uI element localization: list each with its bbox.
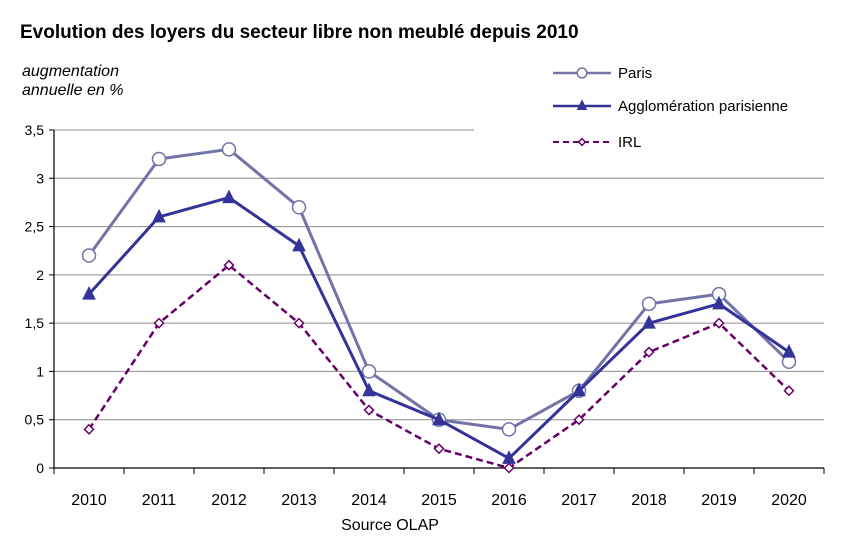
x-tick-label: 2015: [421, 492, 457, 509]
x-tick-label: 2018: [631, 492, 667, 509]
legend-swatch-marker: [576, 99, 588, 110]
data-point: [641, 296, 657, 312]
data-point: [153, 317, 165, 329]
x-tick-label: 2012: [211, 492, 247, 509]
data-point: [643, 346, 655, 358]
data-point: [783, 385, 795, 397]
data-point: [642, 315, 656, 329]
series-triangle: [82, 189, 796, 464]
x-tick-labels: 2010 2011 2012 2013 2014 2015 2016 2017 2018 2019…: [71, 492, 807, 509]
x-tick-label: 2016: [491, 492, 527, 509]
data-point: [502, 450, 516, 464]
y-axis-label-line1: augmentation: [22, 63, 119, 80]
data-point: [223, 259, 235, 271]
y-tick-label: 1: [36, 363, 44, 379]
x-tick-label: 2013: [281, 492, 317, 509]
data-point: [222, 189, 236, 204]
legend-swatch-marker: [577, 137, 587, 147]
data-point: [81, 248, 97, 263]
data-point: [573, 414, 585, 426]
data-point: [433, 443, 445, 455]
y-tick-label: 1,5: [25, 315, 45, 331]
data-point: [363, 404, 375, 416]
data-point: [432, 411, 446, 426]
series-group: [81, 142, 797, 474]
legend-entry: IRL: [553, 134, 641, 151]
data-point: [293, 317, 305, 329]
data-point: [713, 317, 725, 329]
x-tick-label: 2010: [71, 492, 107, 509]
y-tick-labels: 0 0,5 1 1,5 2 2,5 3 3,5: [25, 122, 45, 476]
series-circle: [81, 142, 797, 437]
data-point: [151, 151, 167, 167]
series-line: [87, 263, 790, 470]
legend-label: Agglomération parisienne: [618, 98, 788, 115]
legend-label: Paris: [618, 65, 652, 82]
data-point: [83, 423, 95, 435]
chart-title: Evolution des loyers du secteur libre no…: [20, 22, 579, 43]
data-point: [292, 237, 306, 252]
y-tick-label: 3,5: [25, 122, 45, 138]
data-point: [782, 343, 796, 358]
series-line: [87, 147, 791, 431]
source-note: Source OLAP: [341, 517, 439, 534]
y-tick-label: 3: [36, 170, 44, 186]
data-point: [501, 422, 517, 437]
y-tick-label: 0: [36, 460, 44, 476]
legend: Paris Agglomération parisienne IRL: [553, 65, 788, 151]
data-point: [221, 142, 237, 157]
data-point: [82, 286, 96, 300]
legend-entry: Agglomération parisienne: [553, 98, 788, 115]
y-tick-label: 2,5: [25, 219, 45, 235]
x-tick-label: 2019: [701, 492, 737, 509]
data-point: [362, 382, 376, 397]
legend-label: IRL: [618, 134, 641, 151]
x-tick-label: 2014: [351, 492, 387, 509]
legend-entry: Paris: [553, 65, 652, 82]
data-point: [152, 208, 166, 223]
legend-swatch-marker: [576, 67, 588, 79]
data-point: [291, 200, 307, 215]
data-point: [361, 364, 377, 379]
x-tick-label: 2017: [561, 492, 597, 509]
data-point: [712, 295, 726, 310]
data-point: [503, 462, 515, 474]
x-tick-label: 2020: [771, 492, 807, 509]
series-diamond: [83, 259, 795, 474]
data-point: [572, 382, 586, 397]
y-tick-label: 0,5: [25, 412, 45, 428]
axes: [53, 130, 825, 474]
y-tick-label: 2: [36, 267, 44, 283]
x-tick-label: 2011: [142, 492, 177, 509]
grid: [49, 129, 824, 469]
y-axis-label-line2: annuelle en %: [22, 82, 123, 99]
